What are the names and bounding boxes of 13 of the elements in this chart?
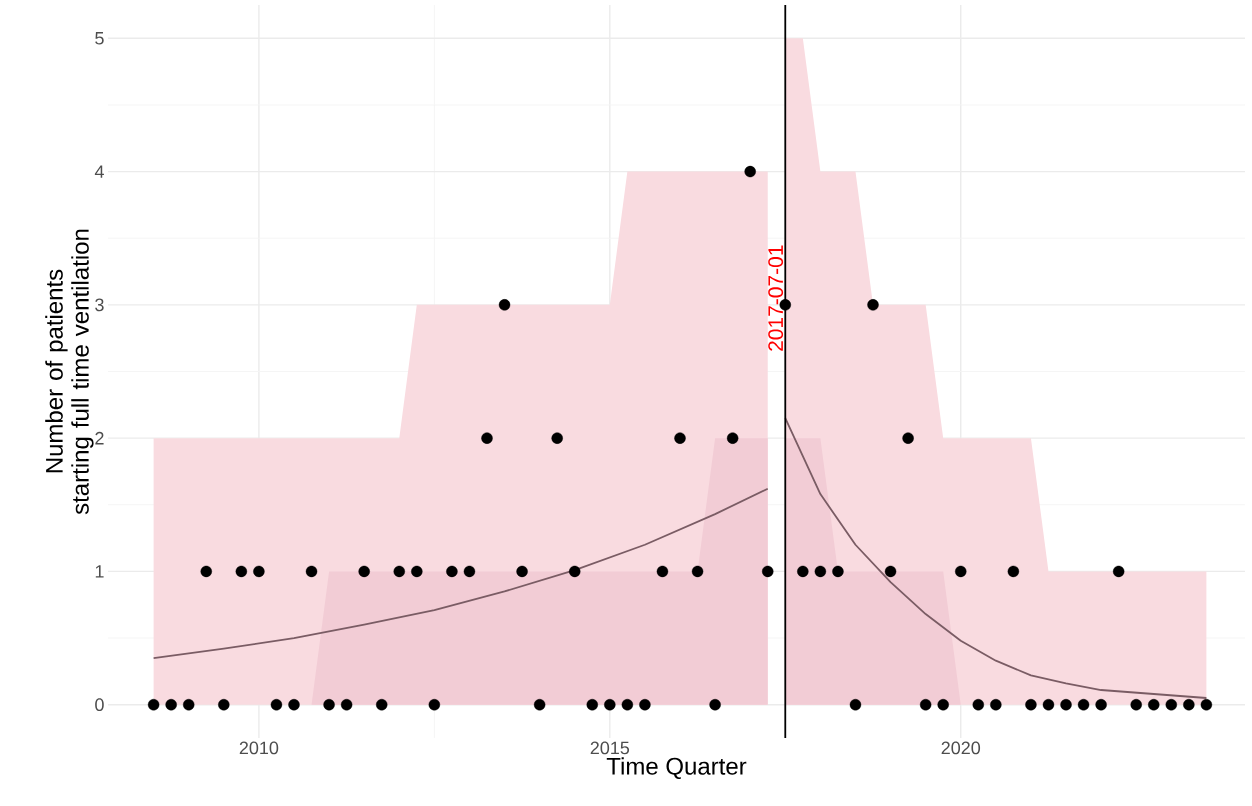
y-axis-title: Number of patients starting full time ventilation (45, 229, 94, 515)
y-tick-label: 5 (95, 32, 104, 45)
y-tick-label: 3 (95, 298, 104, 312)
line-series (152, 487, 769, 659)
y-tick-label: 1 (95, 565, 104, 578)
ref-line-label: 2017-07-01 (768, 245, 784, 351)
x-tick-label: 2010 (239, 741, 279, 755)
y-tick-label: 2 (95, 431, 104, 445)
x-tick-label: 2015 (590, 741, 630, 755)
x-axis-title: Time Quarter (606, 757, 747, 780)
y-tick-label: 4 (94, 165, 104, 178)
y-tick-label: 0 (95, 698, 104, 712)
x-tick-label: 2020 (941, 741, 981, 755)
